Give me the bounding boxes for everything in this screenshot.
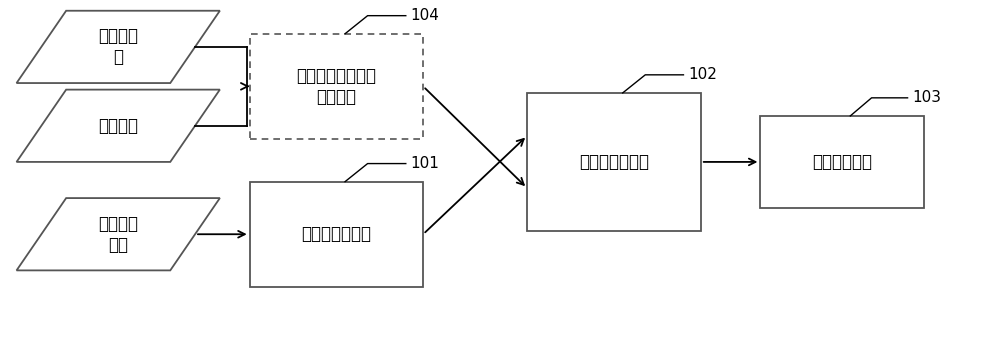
- Bar: [250, 182, 423, 287]
- Text: 频繁项挖掘模块: 频繁项挖掘模块: [301, 225, 371, 243]
- Text: 故障定位模块: 故障定位模块: [812, 153, 872, 171]
- Bar: [527, 93, 701, 231]
- Text: 历史工单: 历史工单: [98, 117, 138, 135]
- Text: 101: 101: [411, 156, 440, 171]
- Text: 102: 102: [688, 67, 717, 82]
- Text: 103: 103: [913, 90, 942, 105]
- Text: 父告警生成模块: 父告警生成模块: [579, 153, 649, 171]
- Bar: [760, 116, 924, 208]
- Text: 网络告警
数据: 网络告警 数据: [98, 215, 138, 254]
- Text: 104: 104: [411, 8, 440, 23]
- Text: 候选父告警查询表
生成模块: 候选父告警查询表 生成模块: [296, 67, 376, 106]
- Bar: [250, 34, 423, 139]
- Text: 专家知识
库: 专家知识 库: [98, 28, 138, 66]
